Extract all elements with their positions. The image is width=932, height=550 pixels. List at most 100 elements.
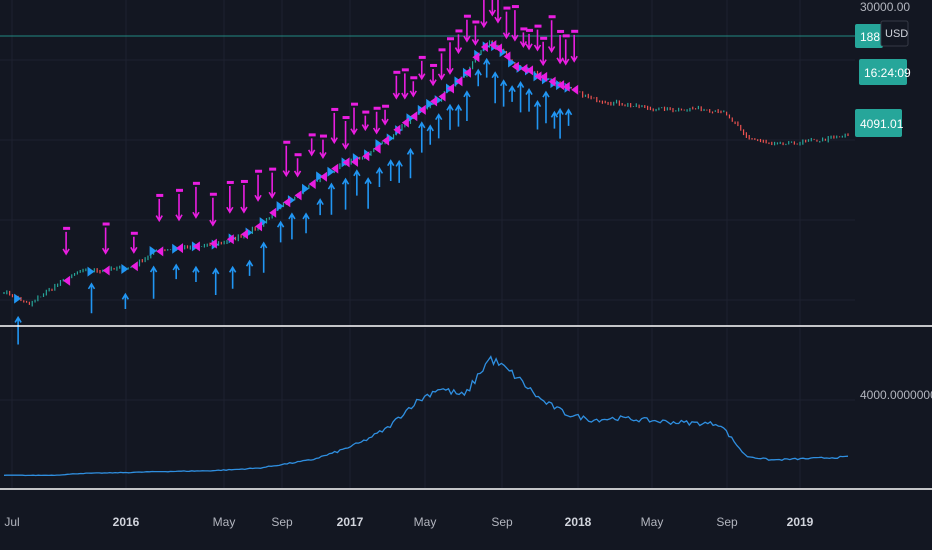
buy-signal-2 [121, 292, 130, 310]
last-price-badge-bg [855, 109, 902, 137]
buy-marker-13 [316, 171, 324, 182]
sell-signal-39 [539, 41, 547, 67]
sell-signal-35 [511, 10, 519, 42]
sell-marker-39 [540, 71, 548, 82]
sell-flag-35 [511, 5, 519, 9]
sell-marker-32 [489, 40, 497, 51]
currency-button-bg[interactable] [880, 20, 909, 47]
sell-signal-1 [101, 227, 110, 255]
time-tick-1: 2016 [113, 515, 140, 529]
sell-marker-3 [156, 246, 164, 257]
buy-signal-17 [364, 177, 372, 209]
buy-signal-26 [454, 103, 463, 127]
sell-signal-37 [525, 33, 533, 51]
time-tick-8: May [641, 515, 664, 529]
sell-signal-17 [350, 107, 358, 136]
sell-marker-15 [331, 163, 339, 174]
sell-signal-15 [330, 112, 338, 145]
buy-signal-25 [446, 103, 454, 130]
sell-marker-6 [209, 238, 217, 249]
sell-signal-0 [62, 231, 70, 256]
sell-marker-14 [319, 171, 327, 182]
sell-signal-33 [494, 0, 502, 24]
time-tick-0: Jul [4, 515, 19, 529]
sell-flag-2 [130, 231, 138, 235]
sell-marker-30 [472, 52, 480, 63]
sell-signal-2 [130, 236, 138, 254]
buy-signal-20 [395, 159, 403, 183]
sell-signal-16 [341, 121, 350, 150]
time-tick-6: Sep [491, 515, 513, 529]
sell-marker-8 [240, 229, 248, 240]
sell-flag-7 [226, 180, 234, 184]
sell-marker-36 [520, 63, 528, 74]
sell-flag-14 [319, 134, 327, 138]
buy-signal-36 [542, 90, 550, 124]
buy-marker-23 [426, 98, 434, 109]
sell-flag-10 [269, 167, 277, 171]
buy-signal-33 [516, 81, 525, 113]
sell-flag-37 [526, 28, 534, 32]
time-tick-2: May [213, 515, 236, 529]
buy-marker-3 [149, 246, 157, 257]
sell-signal-9 [254, 174, 262, 202]
buy-signal-7 [228, 265, 237, 289]
sell-signal-23 [409, 81, 417, 98]
sell-marker-26 [438, 91, 446, 102]
buy-marker-1 [87, 266, 95, 277]
time-tick-5: May [414, 515, 437, 529]
countdown-badge-bg [859, 59, 907, 85]
sell-marker-41 [557, 80, 565, 91]
sell-signal-11 [282, 145, 290, 178]
sell-marker-19 [373, 143, 381, 154]
sell-marker-31 [480, 41, 488, 52]
sell-flag-13 [308, 133, 316, 137]
sell-signal-32 [488, 0, 497, 17]
sell-marker-23 [410, 111, 418, 122]
price-pane[interactable] [0, 0, 855, 345]
sell-signal-36 [519, 32, 528, 48]
grid-lines [0, 0, 855, 488]
sell-signal-29 [463, 19, 471, 43]
sell-signal-30 [471, 25, 480, 46]
sell-signal-3 [155, 198, 163, 223]
sell-signal-42 [562, 39, 570, 66]
buy-signal-39 [564, 108, 573, 126]
time-tick-10: 2019 [787, 515, 814, 529]
time-axis[interactable]: Jul 2016 May Sep 2017 May Sep 2018 May Sep 2019 [4, 515, 813, 529]
sell-flag-9 [255, 169, 263, 173]
price-axis-top-label: 30000.00 [860, 0, 910, 14]
currency-button[interactable]: USD [880, 20, 909, 47]
trade-signals [14, 0, 579, 345]
sell-signal-18 [361, 115, 369, 132]
sell-marker-13 [308, 178, 316, 189]
sell-flag-22 [401, 68, 409, 72]
indicator-pane[interactable] [3, 355, 849, 477]
buy-signal-35 [533, 100, 542, 130]
buy-signal-14 [327, 182, 336, 215]
sell-flag-17 [351, 102, 359, 106]
sell-signal-24 [418, 60, 426, 81]
sell-flag-23 [410, 76, 418, 80]
buy-signal-16 [353, 169, 361, 196]
sell-flag-42 [562, 34, 570, 38]
sell-signal-27 [446, 42, 454, 75]
buy-signal-0 [14, 315, 22, 345]
sell-marker-11 [283, 197, 291, 208]
sell-flag-15 [331, 107, 339, 111]
sell-signal-43 [570, 34, 578, 63]
buy-marker-0 [14, 293, 22, 304]
countdown-badge-text: 16:24:09 [864, 66, 911, 80]
sell-signal-12 [293, 158, 302, 178]
last-price-badge-text: 4091.01 [860, 117, 904, 131]
sell-marker-29 [463, 67, 471, 78]
sell-flag-11 [283, 140, 291, 144]
sell-signal-19 [372, 111, 381, 135]
sell-flag-3 [156, 193, 164, 197]
price-badge-1: 1888 [855, 24, 887, 48]
sell-marker-24 [418, 104, 426, 115]
sell-signal-21 [392, 75, 401, 100]
sell-flag-1 [102, 222, 110, 226]
